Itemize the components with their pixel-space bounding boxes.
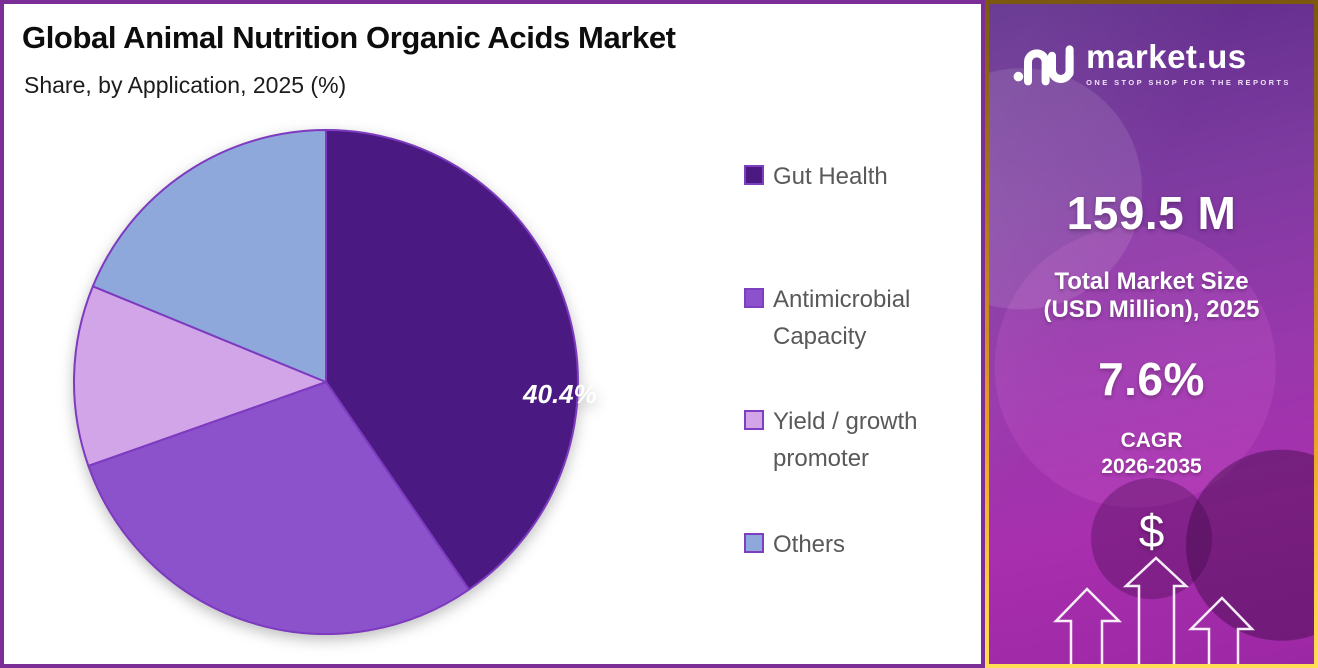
up-arrow-left bbox=[1053, 587, 1123, 664]
cagr-value: 7.6% bbox=[1098, 353, 1205, 405]
brand-stats-panel: market.us ONE STOP SHOP FOR THE REPORTS … bbox=[985, 0, 1318, 668]
legend-item-antimicrobial-capacity: Antimicrobial Capacity bbox=[744, 281, 979, 355]
market-size-label: Total Market Size (USD Million), 2025 bbox=[989, 268, 1314, 324]
market-us-logo-icon bbox=[1013, 45, 1074, 86]
legend-item-others: Others bbox=[744, 526, 845, 563]
legend-label: Gut Health bbox=[773, 163, 888, 190]
legend-label: Antimicrobial Capacity bbox=[773, 286, 911, 350]
cagr-label-line1: CAGR bbox=[1120, 429, 1183, 452]
pie-slice-antimicrobial-capacity bbox=[87, 381, 470, 635]
brand-text: market.us ONE STOP SHOP FOR THE REPORTS bbox=[1086, 40, 1291, 87]
dollar-icon: $ bbox=[1138, 505, 1165, 557]
brand-name: market.us bbox=[1086, 37, 1247, 75]
brand-tagline: ONE STOP SHOP FOR THE REPORTS bbox=[1086, 77, 1291, 87]
page-title: Global Animal Nutrition Organic Acids Ma… bbox=[22, 20, 676, 55]
legend-swatch bbox=[744, 410, 764, 430]
market-size-value: 159.5 M bbox=[1066, 187, 1237, 239]
chart-area: Global Animal Nutrition Organic Acids Ma… bbox=[0, 0, 985, 668]
brand-stats-panel-inner: market.us ONE STOP SHOP FOR THE REPORTS … bbox=[989, 4, 1314, 664]
page-subtitle: Share, by Application, 2025 (%) bbox=[24, 72, 347, 98]
brand: market.us ONE STOP SHOP FOR THE REPORTS bbox=[989, 34, 1314, 92]
cagr-label-line2: 2026-2035 bbox=[1101, 455, 1202, 478]
market-size-label-line1: Total Market Size bbox=[1054, 268, 1249, 295]
legend-swatch bbox=[744, 533, 764, 553]
up-arrow-center bbox=[1122, 556, 1190, 664]
legend-label: Others bbox=[773, 531, 846, 558]
pie-slice-yield-growth-promoter bbox=[73, 285, 327, 467]
pie-chart-svg: 40.4% bbox=[73, 129, 597, 635]
up-arrow-right bbox=[1187, 596, 1255, 664]
legend-item-yield-growth-promoter: Yield / growth promoter bbox=[744, 403, 979, 477]
pie-slice-label: 40.4% bbox=[522, 379, 596, 409]
pie-slice-gut-health bbox=[325, 129, 579, 591]
pie-slice-others bbox=[91, 129, 327, 383]
legend-label: Yield / growth promoter bbox=[773, 408, 918, 472]
growth-arrows-icon bbox=[1053, 556, 1255, 664]
chart-legend: Gut Health Antimicrobial Capacity Yield … bbox=[744, 4, 979, 668]
legend-swatch bbox=[744, 165, 764, 185]
pie-chart: 40.4% bbox=[56, 112, 597, 652]
cagr-label: CAGR 2026-2035 bbox=[989, 428, 1314, 480]
legend-item-gut-health: Gut Health bbox=[744, 158, 888, 195]
legend-swatch bbox=[744, 288, 764, 308]
market-size-label-line2: (USD Million), 2025 bbox=[1043, 296, 1260, 323]
